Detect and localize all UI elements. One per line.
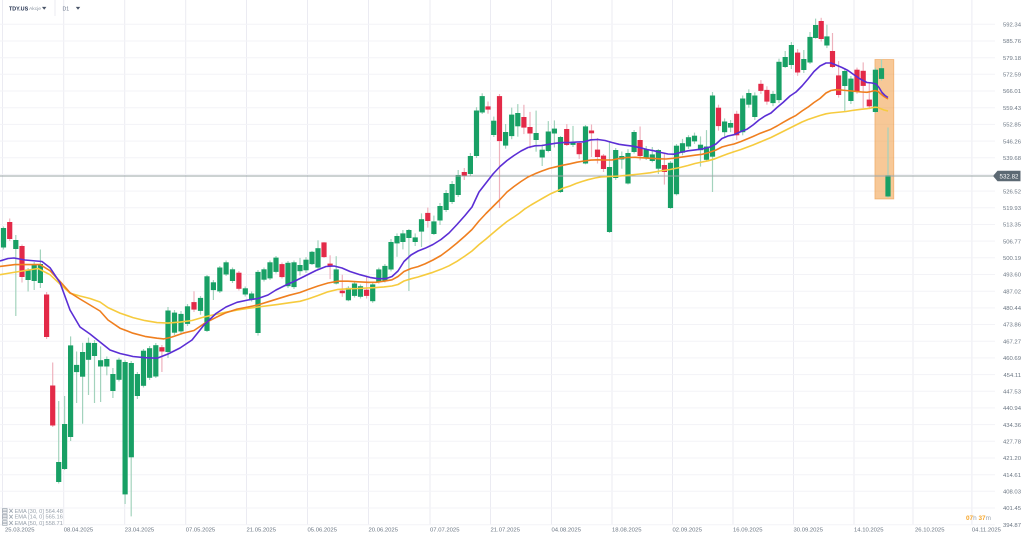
svg-text:585.76: 585.76	[1003, 39, 1022, 45]
svg-text:500.19: 500.19	[1003, 256, 1021, 262]
svg-text:30.09.2025: 30.09.2025	[794, 527, 824, 533]
svg-text:21.05.2025: 21.05.2025	[247, 527, 277, 533]
svg-text:14.10.2025: 14.10.2025	[854, 527, 884, 533]
svg-text:480.44: 480.44	[1003, 306, 1022, 312]
svg-text:EMA [14, 0] 565.16: EMA [14, 0] 565.16	[15, 515, 63, 521]
svg-text:552.85: 552.85	[1003, 123, 1022, 129]
svg-text:EMA [30, 0] 564.48: EMA [30, 0] 564.48	[15, 509, 63, 515]
svg-text:572.59: 572.59	[1003, 73, 1021, 79]
svg-text:26.10.2025: 26.10.2025	[915, 527, 945, 533]
svg-text:TDY.US: TDY.US	[9, 6, 29, 12]
svg-text:579.18: 579.18	[1003, 56, 1022, 62]
svg-text:434.36: 434.36	[1003, 423, 1022, 429]
svg-text:07.07.2025: 07.07.2025	[430, 527, 460, 533]
svg-text:566.01: 566.01	[1003, 89, 1021, 95]
svg-text:487.02: 487.02	[1003, 289, 1021, 295]
svg-text:08.04.2025: 08.04.2025	[64, 527, 94, 533]
svg-text:454.11: 454.11	[1003, 373, 1021, 379]
svg-text:20.06.2025: 20.06.2025	[369, 527, 399, 533]
svg-text:546.26: 546.26	[1003, 139, 1022, 145]
svg-text:513.35: 513.35	[1003, 223, 1022, 229]
svg-text:408.03: 408.03	[1003, 490, 1022, 496]
svg-text:506.77: 506.77	[1003, 239, 1021, 245]
svg-text:05.06.2025: 05.06.2025	[308, 527, 338, 533]
svg-text:519.93: 519.93	[1003, 206, 1022, 212]
svg-text:440.94: 440.94	[1003, 406, 1022, 412]
svg-text:539.68: 539.68	[1003, 156, 1022, 162]
svg-text:421.20: 421.20	[1003, 456, 1022, 462]
svg-text:07.05.2025: 07.05.2025	[186, 527, 216, 533]
svg-text:473.86: 473.86	[1003, 323, 1022, 329]
svg-text:526.52: 526.52	[1003, 189, 1021, 195]
svg-text:Akcje: Akcje	[29, 6, 41, 12]
svg-text:447.53: 447.53	[1003, 390, 1022, 396]
svg-text:04.11.2025: 04.11.2025	[972, 527, 1002, 533]
svg-text:EMA [50, 0] 558.71: EMA [50, 0] 558.71	[15, 521, 63, 527]
svg-text:23.04.2025: 23.04.2025	[125, 527, 155, 533]
svg-text:414.61: 414.61	[1003, 473, 1021, 479]
svg-text:18.08.2025: 18.08.2025	[612, 527, 642, 533]
svg-text:21.07.2025: 21.07.2025	[491, 527, 521, 533]
svg-text:16.09.2025: 16.09.2025	[733, 527, 763, 533]
svg-text:D1: D1	[63, 6, 70, 12]
svg-text:493.60: 493.60	[1003, 273, 1022, 279]
svg-text:559.43: 559.43	[1003, 106, 1022, 112]
svg-text:592.34: 592.34	[1003, 23, 1022, 29]
svg-text:394.87: 394.87	[1003, 523, 1021, 529]
svg-text:04.08.2025: 04.08.2025	[552, 527, 582, 533]
svg-text:25.03.2025: 25.03.2025	[5, 527, 35, 533]
svg-text:02.09.2025: 02.09.2025	[673, 527, 703, 533]
svg-text:460.69: 460.69	[1003, 356, 1021, 362]
svg-text:427.78: 427.78	[1003, 440, 1022, 446]
svg-text:467.27: 467.27	[1003, 339, 1021, 345]
svg-text:401.45: 401.45	[1003, 506, 1022, 512]
svg-text:07h 37m: 07h 37m	[966, 515, 991, 522]
svg-text:532.82: 532.82	[1000, 173, 1019, 180]
